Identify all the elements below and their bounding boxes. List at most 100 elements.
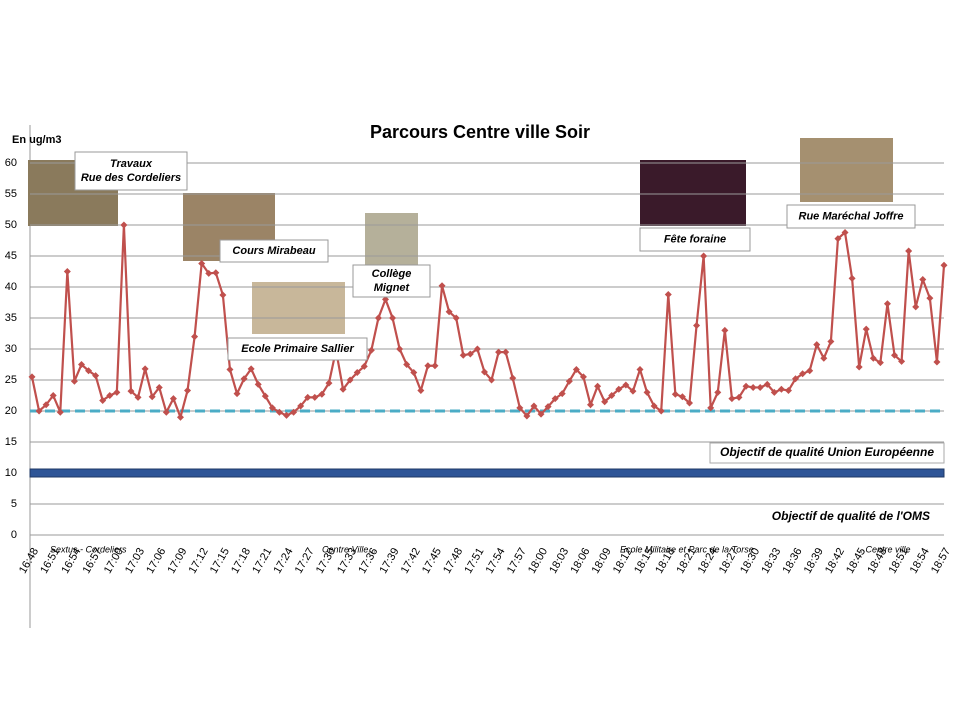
photo — [800, 138, 893, 202]
x-tick-label: 18:06 — [568, 546, 592, 576]
x-tick-label: 18:54 — [908, 546, 932, 576]
x-tick-label: 17:12 — [187, 546, 211, 576]
data-point — [473, 345, 481, 353]
x-tick-label: 17:03 — [123, 546, 147, 576]
zone-label: Centre Ville... — [322, 544, 376, 554]
x-tick-label: 17:09 — [165, 546, 189, 576]
data-point — [869, 354, 877, 362]
data-point — [933, 358, 941, 366]
x-tick-label: 16:48 — [17, 546, 41, 576]
data-point — [155, 383, 163, 391]
data-point — [608, 392, 616, 399]
data-point — [509, 374, 517, 382]
x-tick-label: 17:48 — [441, 546, 465, 576]
data-point — [855, 363, 863, 371]
data-point — [707, 404, 715, 412]
data-point — [304, 393, 312, 401]
x-tick-label: 17:15 — [208, 546, 232, 576]
data-point — [905, 247, 913, 255]
data-point — [169, 395, 177, 403]
data-point — [777, 385, 785, 393]
data-point — [919, 276, 927, 284]
data-point — [523, 412, 531, 420]
zone-label: Ecole Militaire et Parc de la Torse — [620, 544, 754, 554]
data-point — [516, 404, 524, 412]
data-point — [537, 410, 545, 418]
data-point — [459, 351, 467, 359]
data-point — [452, 314, 460, 322]
data-point — [671, 390, 679, 398]
x-tick-label: 18:33 — [759, 546, 783, 576]
data-point — [728, 395, 736, 403]
x-tick-label: 18:03 — [547, 546, 571, 576]
data-point — [410, 369, 418, 377]
y-tick-label: 20 — [5, 405, 17, 417]
data-point — [714, 388, 722, 396]
data-point — [63, 268, 71, 275]
data-point — [898, 357, 906, 365]
data-point — [558, 390, 566, 398]
x-tick-label: 17:57 — [505, 546, 529, 576]
data-point — [530, 402, 538, 410]
x-tick-label: 17:54 — [484, 546, 508, 576]
data-point — [325, 379, 333, 387]
data-point — [247, 365, 255, 373]
data-point — [806, 367, 814, 375]
data-point — [848, 274, 856, 282]
x-tick-label: 17:51 — [462, 546, 486, 576]
data-point — [480, 368, 488, 376]
series-line — [30, 224, 946, 421]
data-point — [417, 387, 425, 395]
y-tick-label: 15 — [5, 436, 17, 448]
data-point — [466, 350, 474, 358]
data-point — [883, 300, 891, 308]
annotation-text: Rue des Cordeliers — [81, 172, 181, 184]
data-point — [106, 392, 114, 399]
annotation-text: Collège — [372, 268, 412, 280]
reference-label: Objectif de qualité de l'OMS — [772, 509, 930, 523]
data-point — [353, 369, 361, 377]
data-point — [770, 388, 778, 396]
data-point — [70, 377, 78, 385]
data-point — [198, 259, 206, 267]
y-axis-label: En ug/m3 — [12, 134, 62, 146]
data-point — [268, 404, 276, 412]
data-point — [85, 367, 93, 375]
data-point — [318, 390, 326, 398]
x-tick-label: 17:24 — [271, 546, 295, 576]
x-tick-label: 17:45 — [420, 546, 444, 576]
y-tick-label: 55 — [5, 188, 17, 200]
data-point — [261, 392, 269, 400]
data-point — [700, 252, 708, 260]
data-point — [56, 408, 64, 416]
data-point — [99, 396, 107, 404]
x-tick-label: 18:00 — [526, 546, 550, 576]
data-point — [35, 407, 43, 415]
data-point — [367, 346, 375, 354]
data-point — [891, 351, 899, 359]
data-point — [226, 365, 234, 373]
data-point — [587, 401, 595, 409]
annotation-text: Ecole Primaire Sallier — [241, 343, 354, 355]
data-point — [495, 348, 503, 356]
data-point — [827, 338, 835, 346]
annotation-text: Cours Mirabeau — [232, 245, 315, 257]
x-tick-label: 18:39 — [802, 546, 826, 576]
data-point — [488, 376, 496, 384]
data-point — [685, 399, 693, 407]
data-point — [551, 395, 559, 403]
data-point — [912, 303, 920, 311]
annotation-text: Rue Maréchal Joffre — [799, 210, 904, 222]
data-point — [42, 401, 50, 409]
annotation-box — [219, 239, 329, 263]
data-point — [565, 377, 573, 385]
annotation-box — [786, 204, 916, 229]
data-point — [601, 398, 609, 406]
annotation-box — [227, 337, 368, 361]
data-point — [940, 261, 948, 269]
x-tick-label: 18:57 — [929, 546, 953, 576]
data-point — [636, 365, 644, 373]
data-point — [389, 314, 397, 322]
x-tick-label: 17:18 — [229, 546, 253, 576]
y-tick-label: 60 — [5, 157, 17, 169]
